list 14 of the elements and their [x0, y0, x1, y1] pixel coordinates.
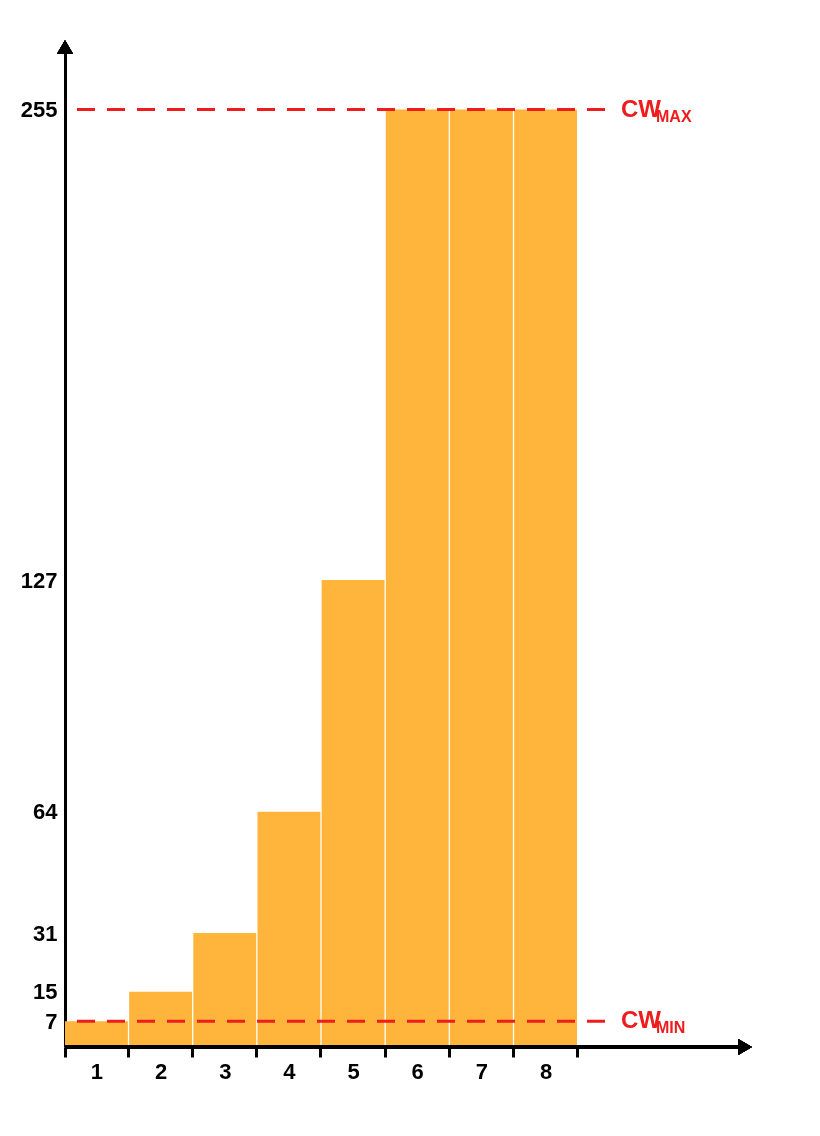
x-tick-label: 2 — [154, 1058, 168, 1084]
x-tick-label: 5 — [347, 1058, 360, 1084]
x-tick-label: 1 — [90, 1058, 104, 1084]
y-tick-label: 64 — [33, 799, 59, 825]
x-tick-label: 3 — [219, 1058, 232, 1084]
y-tick-label: 255 — [20, 97, 58, 122]
x-tick-label: 4 — [283, 1058, 297, 1084]
y-tick-label: 7 — [45, 1008, 58, 1034]
y-tick-label: 31 — [33, 920, 58, 946]
y-tick-label: 15 — [33, 979, 58, 1005]
x-tick-label: 7 — [475, 1058, 489, 1084]
x-tick-label: 6 — [411, 1058, 424, 1084]
y-tick-label: 127 — [20, 567, 58, 593]
x-tick-label: 8 — [539, 1058, 553, 1084]
